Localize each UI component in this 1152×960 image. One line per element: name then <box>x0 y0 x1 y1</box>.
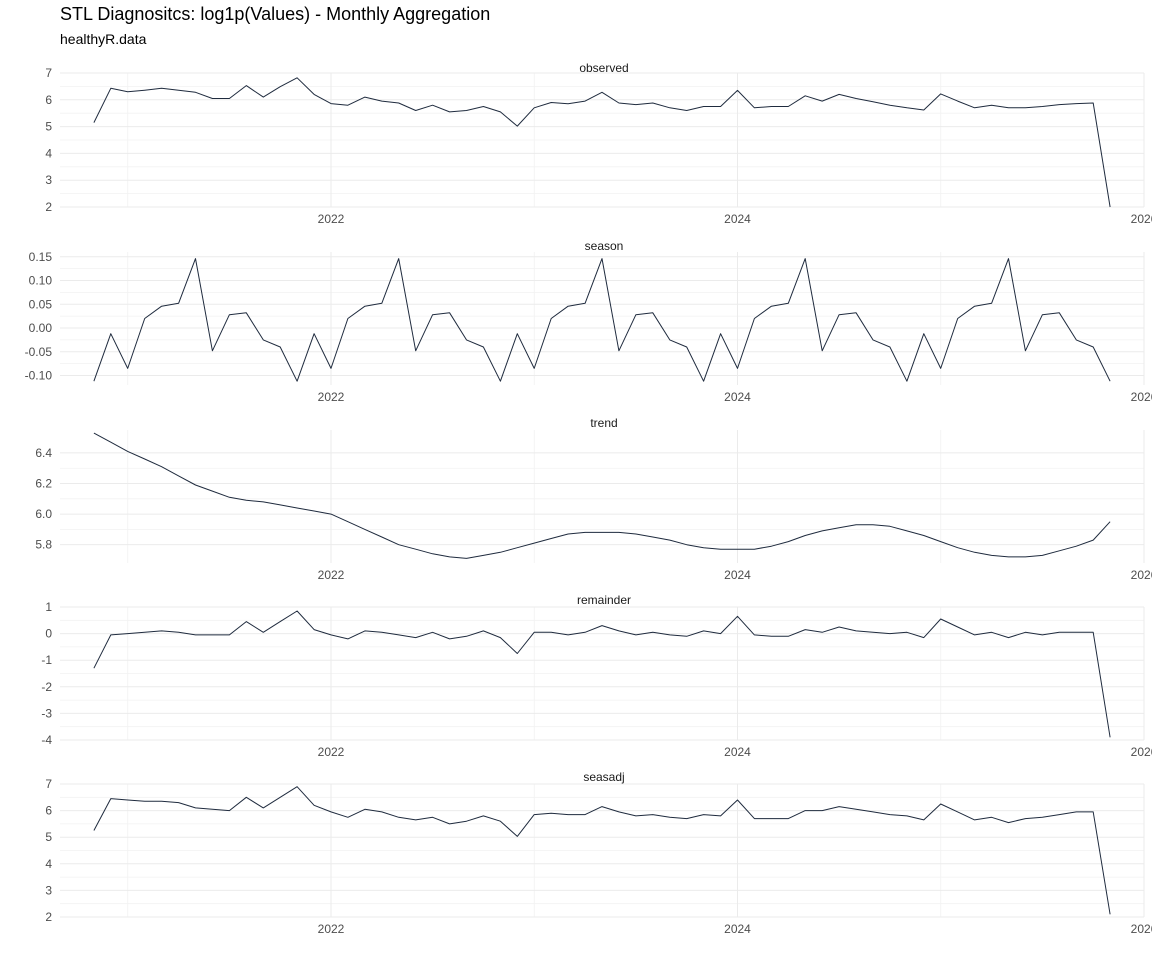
y-tick-label: 0.05 <box>29 297 53 311</box>
series-line-observed <box>93 77 1111 208</box>
y-tick-label: 4 <box>45 146 52 160</box>
y-tick-label: 2 <box>45 910 52 924</box>
y-tick-label: 0 <box>45 627 52 641</box>
x-tick-label: 2022 <box>318 212 345 226</box>
y-tick-label: 5 <box>45 120 52 134</box>
y-tick-label: -2 <box>41 680 52 694</box>
strip-label-remainder: remainder <box>577 593 631 607</box>
panel-seasadj: seasadj 2 3 4 5 6 7 2022 2024 2026 <box>45 770 1152 936</box>
x-tick-label: 2026 <box>1131 922 1152 936</box>
series-line-remainder <box>93 610 1111 738</box>
x-tick-label: 2026 <box>1131 745 1152 759</box>
y-tick-label: -0.10 <box>25 369 53 383</box>
y-tick-label: -4 <box>41 733 52 747</box>
x-tick-label: 2024 <box>724 390 751 404</box>
y-tick-label: 6.4 <box>35 446 52 460</box>
x-tick-label: 2024 <box>724 568 751 582</box>
x-tick-label: 2026 <box>1131 390 1152 404</box>
y-tick-label: 1 <box>45 600 52 614</box>
y-tick-label: 0.15 <box>29 250 53 264</box>
strip-label-observed: observed <box>579 61 628 75</box>
y-tick-label: 7 <box>45 777 52 791</box>
y-tick-label: 5 <box>45 830 52 844</box>
x-tick-label: 2022 <box>318 922 345 936</box>
x-tick-label: 2026 <box>1131 568 1152 582</box>
y-tick-label: 6 <box>45 93 52 107</box>
y-tick-label: 3 <box>45 173 52 187</box>
y-tick-label: 2 <box>45 200 52 214</box>
y-tick-label: 5.8 <box>35 538 52 552</box>
panel-season: season -0.10 -0.05 0.00 0.05 0.10 0.15 2022 2024… <box>25 239 1152 404</box>
chart-subtitle: healthyR.data <box>60 31 147 47</box>
y-tick-label: 6.2 <box>35 477 52 491</box>
y-tick-label: 0.00 <box>29 321 53 335</box>
y-tick-label: -1 <box>41 653 52 667</box>
y-tick-label: 6 <box>45 804 52 818</box>
y-tick-label: -0.05 <box>25 345 53 359</box>
y-tick-label: 4 <box>45 857 52 871</box>
strip-label-trend: trend <box>590 416 617 430</box>
series-line-season <box>93 258 1111 382</box>
strip-label-seasadj: seasadj <box>583 770 624 784</box>
x-tick-label: 2026 <box>1131 212 1152 226</box>
series-line-seasadj <box>93 786 1111 915</box>
y-tick-label: 6.0 <box>35 507 52 521</box>
y-tick-label: 3 <box>45 883 52 897</box>
chart-title: STL Diagnositcs: log1p(Values) - Monthly… <box>60 4 491 24</box>
y-tick-label: -3 <box>41 706 52 720</box>
x-tick-label: 2022 <box>318 568 345 582</box>
x-tick-label: 2024 <box>724 212 751 226</box>
x-tick-label: 2024 <box>724 745 751 759</box>
x-tick-label: 2022 <box>318 745 345 759</box>
x-tick-label: 2024 <box>724 922 751 936</box>
x-tick-label: 2022 <box>318 390 345 404</box>
series-line-trend <box>93 432 1111 559</box>
panel-observed: observed 2 3 4 5 6 7 2022 2024 2026 <box>45 61 1152 226</box>
panel-trend: trend 5.8 6.0 6.2 6.4 2022 2024 2026 <box>35 416 1152 582</box>
y-tick-label: 7 <box>45 66 52 80</box>
strip-label-season: season <box>585 239 624 253</box>
panel-remainder: remainder -4 -3 -2 -1 0 1 2022 2024 2026 <box>41 593 1152 759</box>
y-tick-label: 0.10 <box>29 274 53 288</box>
